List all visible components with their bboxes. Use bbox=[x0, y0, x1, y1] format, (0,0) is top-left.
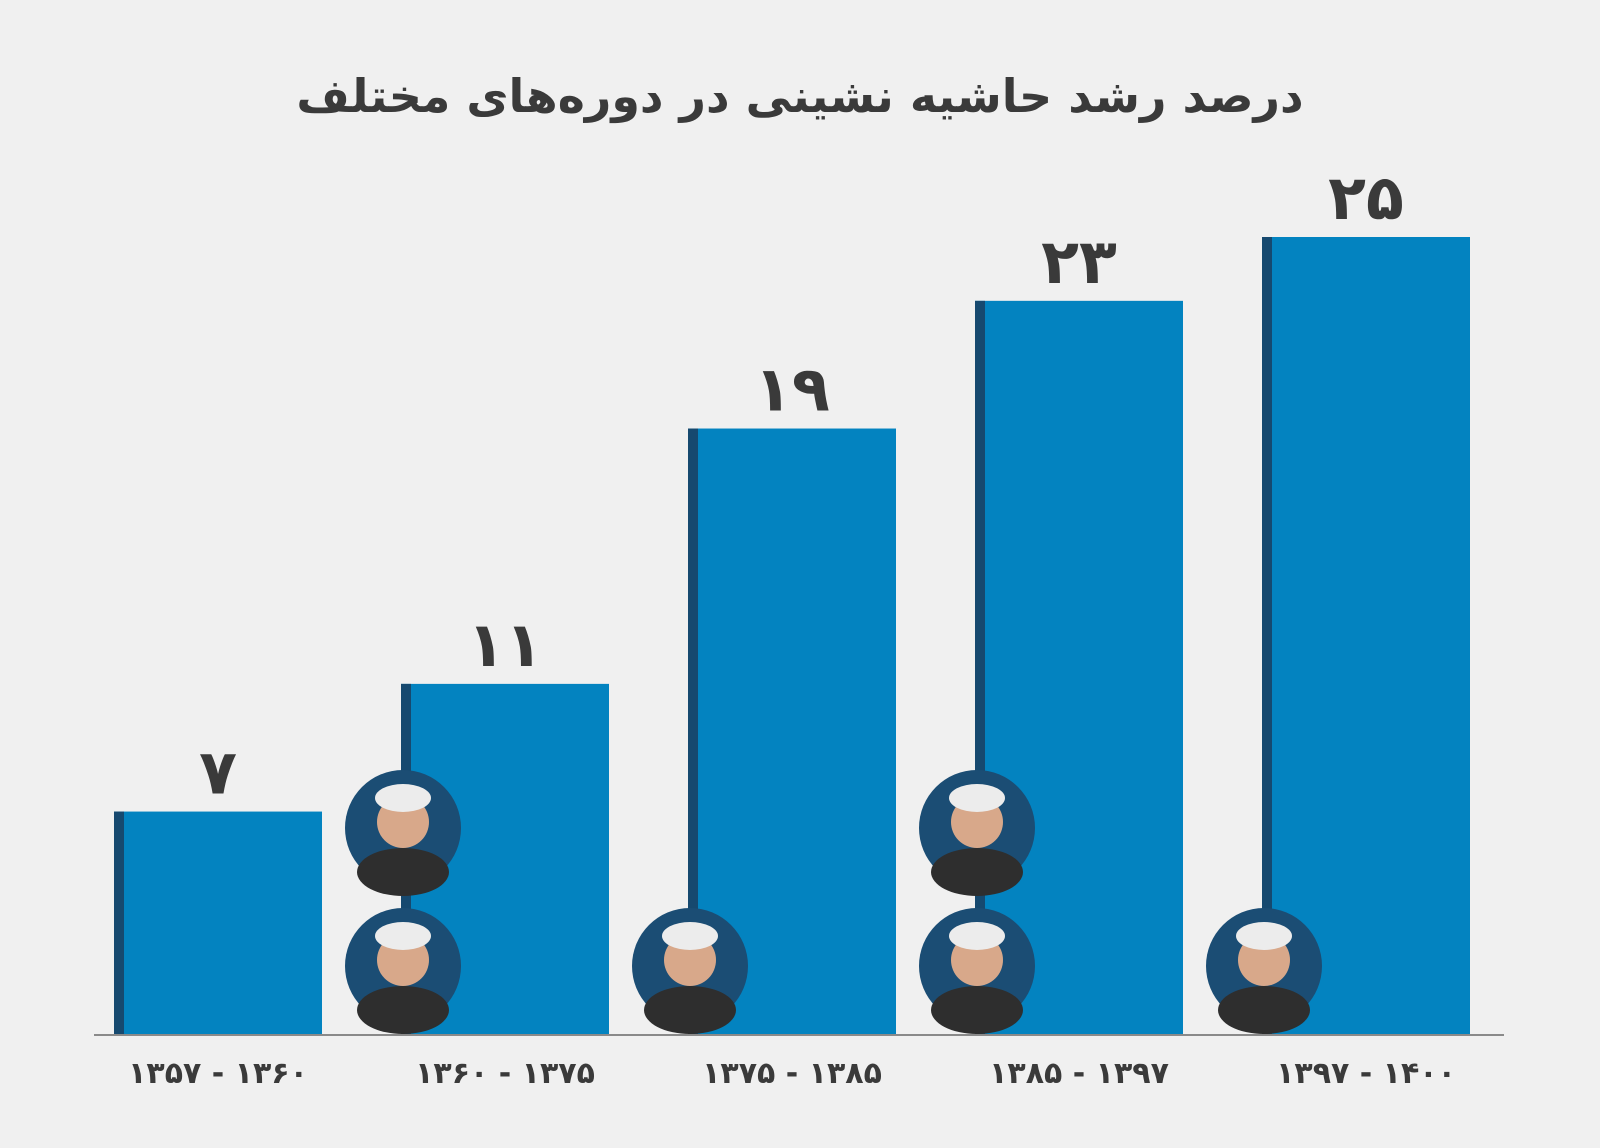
portrait-icon bbox=[345, 770, 461, 896]
bar-edge bbox=[688, 428, 698, 1035]
bar-edge bbox=[114, 811, 124, 1035]
portrait-headwear bbox=[662, 922, 718, 950]
bar-edge bbox=[1262, 237, 1272, 1035]
portrait-icon bbox=[1206, 908, 1322, 1034]
x-tick-label: ۱۳۵۷ - ۱۳۶۰ bbox=[128, 1056, 308, 1091]
portrait-shoulders bbox=[1218, 986, 1310, 1034]
bar-group bbox=[688, 428, 896, 1035]
portrait-headwear bbox=[949, 922, 1005, 950]
bar-group bbox=[114, 811, 322, 1035]
bar-group bbox=[975, 300, 1183, 1036]
chart-title: درصد رشد حاشیه نشینی در دوره‌های مختلف bbox=[296, 69, 1303, 123]
portrait-headwear bbox=[375, 922, 431, 950]
x-tick-label: ۱۳۷۵ - ۱۳۸۵ bbox=[702, 1056, 882, 1091]
bar bbox=[975, 300, 1183, 1036]
portrait-shoulders bbox=[644, 986, 736, 1034]
portrait-headwear bbox=[949, 784, 1005, 812]
portrait-icon bbox=[632, 908, 748, 1034]
value-label: ۱۹ bbox=[754, 353, 830, 426]
portrait-shoulders bbox=[357, 986, 449, 1034]
portraits-layer bbox=[345, 770, 1322, 1034]
value-labels-layer: ۷ ۱۱ ۱۹ ۲۳ ۲۵ bbox=[199, 161, 1404, 809]
portrait-icon bbox=[919, 770, 1035, 896]
portrait-icon bbox=[919, 908, 1035, 1034]
bar-group bbox=[1262, 237, 1470, 1035]
portrait-shoulders bbox=[357, 848, 449, 896]
portrait-headwear bbox=[375, 784, 431, 812]
portrait-shoulders bbox=[931, 848, 1023, 896]
value-label: ۲۵ bbox=[1328, 161, 1404, 234]
value-label: ۲۳ bbox=[1041, 225, 1117, 298]
portrait-headwear bbox=[1236, 922, 1292, 950]
portrait-icon bbox=[345, 908, 461, 1034]
bar-edge bbox=[975, 300, 985, 1036]
x-tick-label: ۱۳۸۵ - ۱۳۹۷ bbox=[989, 1056, 1169, 1091]
x-tick-label: ۱۳۹۷ - ۱۴۰۰ bbox=[1276, 1056, 1456, 1091]
portrait-shoulders bbox=[931, 986, 1023, 1034]
x-tick-label: ۱۳۶۰ - ۱۳۷۵ bbox=[415, 1056, 595, 1091]
value-label: ۷ bbox=[199, 736, 237, 809]
value-label: ۱۱ bbox=[467, 608, 543, 681]
x-axis-ticks-layer: ۱۳۵۷ - ۱۳۶۰ ۱۳۶۰ - ۱۳۷۵ ۱۳۷۵ - ۱۳۸۵ ۱۳۸۵ - … bbox=[128, 1056, 1456, 1091]
bars-layer bbox=[114, 237, 1470, 1036]
bar bbox=[1262, 237, 1470, 1035]
bar bbox=[114, 811, 322, 1035]
